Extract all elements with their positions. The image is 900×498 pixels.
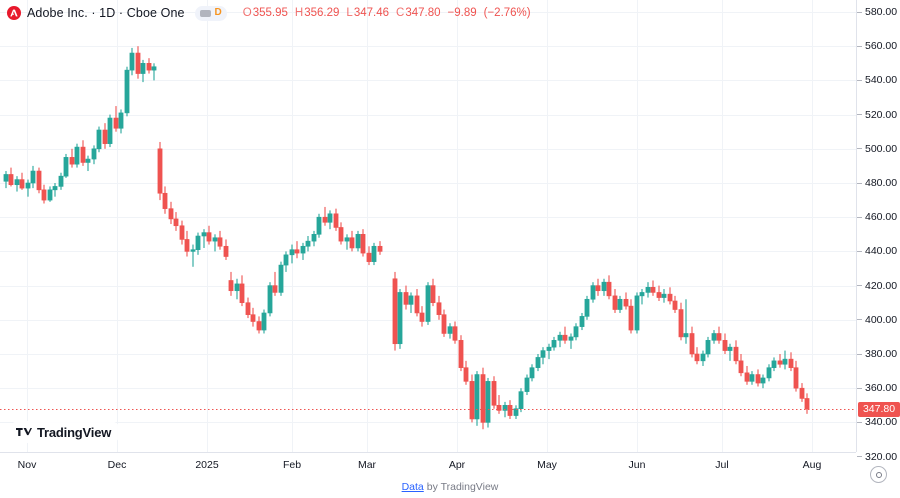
price-tick-mark-icon [857, 456, 862, 458]
price-tick-440-00: 440.00 [857, 244, 900, 258]
ohlc-low: L347.46 [346, 7, 389, 19]
price-tick-320-00: 320.00 [857, 450, 900, 464]
current-price-tag: 347.80 [858, 401, 900, 417]
time-tick-jul: Jul [715, 459, 729, 471]
axis-settings-inner-dot [875, 471, 882, 478]
ohlc-high-label: H [294, 7, 304, 19]
price-tick-label: 580.00 [865, 6, 898, 18]
price-tick-label: 500.00 [865, 142, 898, 155]
time-tick-feb: Feb [282, 459, 302, 471]
price-tick-mark-icon [857, 216, 862, 218]
price-tick-460-00: 460.00 [857, 210, 900, 224]
price-tick-label: 520.00 [865, 108, 898, 121]
price-tick-420-00: 420.00 [857, 279, 900, 293]
ohlc-open-value: 355.95 [252, 7, 288, 19]
price-tick-mark-icon [857, 250, 862, 252]
current-price-line [0, 409, 856, 410]
price-tick-label: 420.00 [865, 279, 898, 292]
data-source-link[interactable]: Data [401, 481, 424, 493]
price-tick-mark-icon [857, 285, 862, 287]
price-tick-360-00: 360.00 [857, 381, 900, 395]
time-tick-mar: Mar [357, 459, 377, 471]
price-tick-label: 480.00 [865, 177, 898, 189]
ohlc-change: −9.89 [447, 7, 477, 19]
price-tick-label: 560.00 [865, 40, 898, 53]
ohlc-close-label: C [396, 7, 405, 19]
price-tick-label: 360.00 [865, 382, 898, 395]
time-tick-2025: 2025 [195, 459, 219, 471]
ohlc-high: H356.29 [295, 7, 340, 19]
ohlc-low-label: L [346, 7, 353, 19]
price-tick-400-00: 400.00 [857, 313, 900, 327]
price-tick-mark-icon [857, 11, 862, 13]
price-tick-380-00: 380.00 [857, 347, 900, 361]
time-tick-dec: Dec [107, 459, 127, 471]
watermark-text: TradingView [37, 424, 112, 440]
candlestick-series [3, 46, 810, 430]
tradingview-logo-icon [16, 428, 32, 436]
time-axis[interactable]: Nov Dec 2025 Feb Mar Apr May Jun Jul Aug [0, 452, 856, 476]
price-tick-mark-icon [857, 353, 862, 355]
price-tick-mark-icon [857, 319, 862, 321]
ohlc-open: O355.95 [243, 7, 288, 19]
price-tick-480-00: 480.00 [857, 176, 900, 190]
ohlc-open-label: O [242, 7, 252, 19]
time-tick-jun: Jun [628, 459, 646, 471]
price-tick-mark-icon [857, 114, 862, 116]
price-tick-mark-icon [857, 79, 862, 81]
axis-settings-icon[interactable] [870, 466, 887, 483]
ohlc-close: C347.80 [396, 7, 441, 19]
footer-by-text: by TradingView [426, 481, 499, 493]
time-tick-may: May [537, 459, 557, 471]
time-tick-aug: Aug [802, 459, 822, 471]
chart-plot-area[interactable] [0, 0, 856, 452]
ohlc-high-value: 356.29 [304, 7, 340, 19]
price-tick-580-00: 580.00 [857, 5, 900, 19]
price-tick-label: 540.00 [865, 74, 898, 87]
symbol-title[interactable]: Adobe Inc. · 1D · Cboe One [27, 6, 185, 20]
dash-icon [199, 9, 211, 17]
price-tick-mark-icon [857, 182, 862, 184]
tradingview-watermark: TradingView [8, 421, 122, 443]
price-axis[interactable]: 580.00 560.00 540.00 520.00 500.00 480.00 460.… [856, 0, 900, 483]
ohlc-low-value: 347.46 [353, 7, 390, 19]
price-tick-label: 380.00 [865, 348, 898, 360]
price-tick-mark-icon [857, 421, 862, 423]
price-tick-label: 400.00 [865, 313, 898, 326]
price-tick-mark-icon [857, 45, 862, 47]
price-tick-mark-icon [857, 387, 862, 389]
timeframe-letter: D [214, 7, 222, 18]
price-tick-340-00: 340.00 [857, 415, 900, 429]
chart-footer: Data by TradingView [0, 476, 900, 498]
ohlc-close-value: 347.80 [405, 7, 441, 19]
price-tick-540-00: 540.00 [857, 73, 900, 87]
adobe-logo-icon [7, 6, 21, 20]
price-tick-label: 320.00 [865, 450, 898, 463]
price-tick-label: 340.00 [865, 416, 898, 429]
price-tick-500-00: 500.00 [857, 142, 900, 156]
time-tick-apr: Apr [448, 459, 466, 471]
chart-legend: Adobe Inc. · 1D · Cboe One D O355.95 H35… [0, 0, 900, 26]
time-tick-nov: Nov [17, 459, 37, 471]
price-tick-label: 460.00 [865, 211, 898, 224]
price-tick-520-00: 520.00 [857, 108, 900, 122]
ohlc-values: O355.95 H356.29 L347.46 C347.80 −9.89 (−… [243, 7, 531, 19]
ohlc-change-percent: (−2.76%) [483, 7, 531, 19]
price-tick-label: 440.00 [865, 245, 898, 258]
price-tick-560-00: 560.00 [857, 39, 900, 53]
timeframe-badge[interactable]: D [194, 5, 227, 21]
price-tick-mark-icon [857, 148, 862, 150]
